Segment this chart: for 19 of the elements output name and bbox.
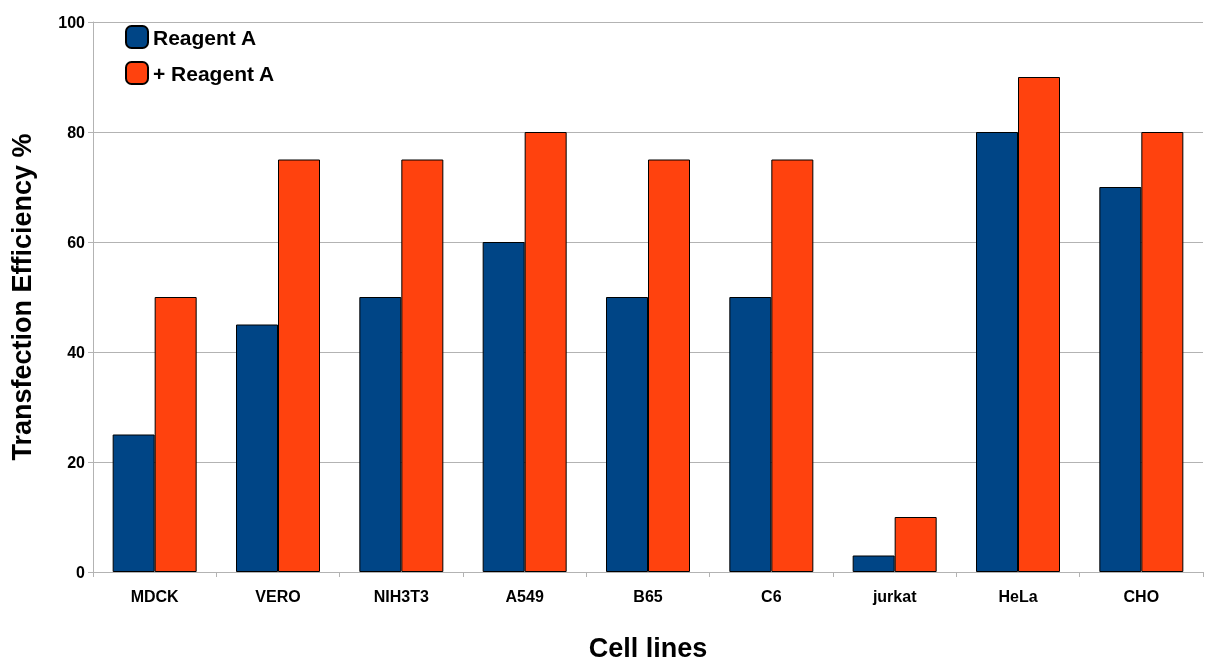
y-axis-title: Transfection Efficiency %: [6, 133, 37, 461]
y-tick-label: 20: [67, 453, 86, 471]
y-tick-label: 0: [76, 563, 86, 581]
x-tick-label: HeLa: [998, 587, 1038, 605]
y-tick-label: 60: [67, 233, 86, 251]
y-tick-label: 80: [67, 123, 86, 141]
y-tick-label: 100: [58, 13, 86, 31]
x-tick-label: VERO: [255, 587, 301, 605]
x-tick-label: jurkat: [871, 587, 918, 605]
y-tick-label: 40: [67, 343, 86, 361]
x-tick-label: MDCK: [130, 587, 180, 605]
x-tick-label: NIH3T3: [373, 587, 429, 605]
x-tick-label: A549: [505, 587, 544, 605]
legend-label: Reagent A: [153, 25, 257, 49]
x-tick-label: CHO: [1123, 587, 1160, 605]
x-axis-title: Cell lines: [588, 632, 708, 663]
legend-label: + Reagent A: [153, 61, 275, 85]
x-tick-label: B65: [633, 587, 663, 605]
x-tick-label: C6: [761, 587, 782, 605]
